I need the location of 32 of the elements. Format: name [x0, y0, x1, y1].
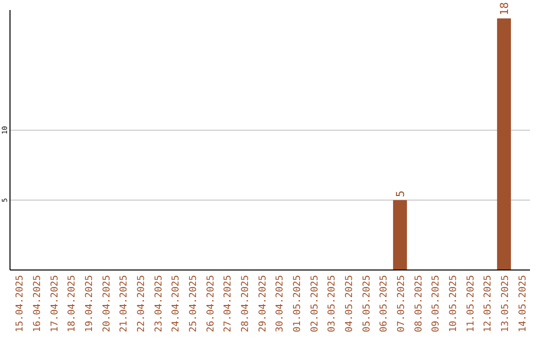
- x-tick-label: 29.04.2025: [257, 275, 268, 332]
- x-tick-label: 06.05.2025: [378, 275, 390, 332]
- x-tick-label: 28.04.2025: [240, 275, 251, 332]
- x-tick-label: 04.05.2025: [344, 275, 355, 332]
- x-tick-label: 26.04.2025: [205, 275, 216, 332]
- x-tick-label: 03.05.2025: [326, 275, 338, 332]
- data-label: 18: [498, 2, 511, 16]
- x-tick-label: 12.05.2025: [482, 275, 494, 332]
- x-tick-label: 07.05.2025: [396, 275, 407, 332]
- x-tick-label: 20.04.2025: [101, 275, 112, 332]
- x-tick-label: 01.05.2025: [292, 275, 303, 332]
- x-tick-label: 02.05.2025: [309, 275, 320, 332]
- x-tick-label: 21.04.2025: [118, 275, 130, 332]
- x-tick-label: 25.04.2025: [188, 275, 199, 332]
- x-tick-label: 22.04.2025: [136, 275, 147, 332]
- x-tick-label: 23.04.2025: [153, 275, 164, 332]
- x-tick-label: 17.04.2025: [49, 275, 60, 332]
- x-tick-label: 15.04.2025: [14, 275, 26, 332]
- x-tick-label: 30.04.2025: [274, 275, 286, 332]
- x-tick-label: 10.05.2025: [448, 275, 459, 332]
- x-tick-label: 27.04.2025: [222, 275, 234, 332]
- x-tick-label: 09.05.2025: [430, 275, 442, 332]
- x-tick-label: 18.04.2025: [66, 275, 78, 332]
- x-tick-label: 16.04.2025: [32, 275, 43, 332]
- x-tick-label: 14.05.2025: [517, 275, 528, 332]
- x-tick-label: 13.05.2025: [500, 275, 511, 332]
- x-tick-label: 11.05.2025: [465, 275, 476, 332]
- x-tick-label: 19.04.2025: [84, 275, 95, 332]
- data-label: 5: [394, 190, 407, 198]
- x-tick-label: 24.04.2025: [170, 275, 182, 332]
- x-tick-label: 08.05.2025: [413, 275, 424, 332]
- x-tick-label: 05.05.2025: [361, 275, 372, 332]
